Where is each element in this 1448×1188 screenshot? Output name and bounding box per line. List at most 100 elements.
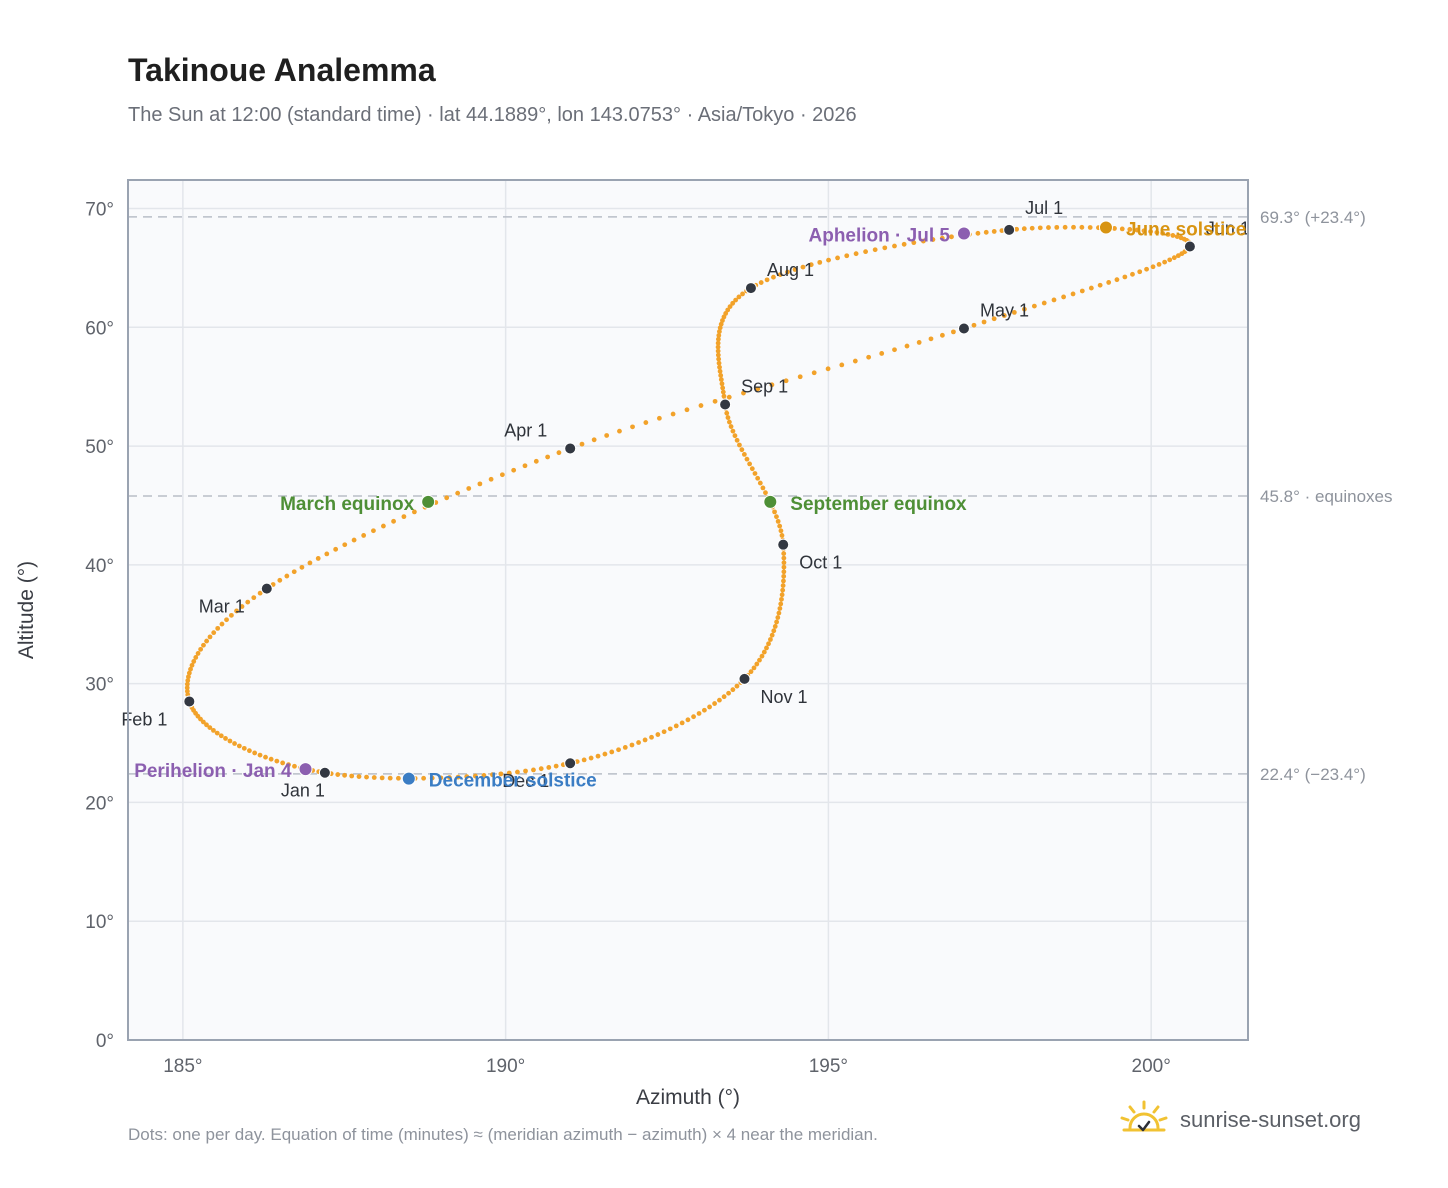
daily-dot (545, 454, 551, 460)
daily-dot (1021, 226, 1027, 232)
daily-dot (498, 771, 504, 777)
sep-1-marker (719, 398, 732, 411)
daily-dot (1037, 225, 1043, 231)
daily-dot (759, 653, 765, 659)
daily-dot (1070, 291, 1076, 297)
daily-dot (740, 291, 745, 297)
may-1-label: May 1 (980, 300, 1029, 320)
daily-dot (1150, 264, 1156, 270)
daily-dot (826, 257, 831, 263)
daily-dot (284, 573, 290, 579)
daily-dot (781, 555, 787, 561)
june-solstice-label: June solstice (1126, 220, 1246, 241)
y-tick-label: 20° (85, 793, 114, 814)
daily-dot (772, 509, 777, 515)
daily-dot (774, 514, 779, 520)
march-equinox-label: March equinox (280, 494, 415, 515)
daily-dot (239, 604, 245, 609)
jul-1-marker (1003, 223, 1016, 236)
daily-dot (649, 734, 654, 740)
daily-dot (939, 332, 945, 338)
daily-dot (207, 725, 213, 731)
daily-dot (1141, 228, 1147, 234)
daily-dot (342, 772, 347, 778)
daily-dot (1130, 271, 1135, 277)
daily-dot (1079, 224, 1085, 230)
daily-dot (951, 329, 956, 335)
daily-dot (553, 763, 559, 769)
daily-dot (781, 560, 787, 566)
brand[interactable]: sunrise-sunset.org (1118, 1100, 1361, 1140)
perihelion-jan-4-label: Perihelion · Jan 4 (134, 761, 292, 782)
daily-dot (781, 578, 786, 584)
mar-1-marker (260, 582, 273, 595)
daily-dot (685, 717, 691, 723)
y-tick-label: 70° (85, 200, 114, 221)
daily-dot (515, 769, 520, 775)
daily-dot (726, 690, 731, 696)
daily-dot (361, 533, 367, 538)
daily-dot (761, 649, 767, 655)
jun-1-label: Jun 1 (1206, 219, 1250, 239)
daily-dot (211, 630, 217, 636)
daily-dot (184, 681, 190, 687)
daily-dot (224, 617, 229, 623)
aphelion-jul-5-marker (956, 226, 971, 241)
daily-dot (775, 518, 781, 524)
daily-dot (234, 608, 239, 614)
daily-dot (629, 742, 635, 748)
daily-dot (356, 774, 362, 780)
sep-1-label: Sep 1 (741, 377, 788, 397)
daily-dot (863, 249, 868, 255)
x-axis-label: Azimuth (°) (636, 1086, 740, 1109)
daily-dot (186, 674, 191, 680)
march-equinox-marker (421, 494, 436, 509)
daily-dot (257, 752, 263, 758)
daily-dot (335, 772, 341, 777)
daily-dot (588, 755, 594, 761)
daily-dot (227, 738, 233, 744)
daily-dot (184, 688, 190, 694)
daily-dot (781, 564, 787, 570)
y-axis-label: Altitude (°) (15, 561, 38, 659)
daily-dot (247, 748, 252, 754)
daily-dot (447, 775, 452, 780)
daily-dot (655, 732, 661, 737)
december-solstice-marker (401, 771, 416, 786)
daily-dot (730, 300, 736, 306)
daily-dot (477, 481, 483, 487)
daily-dot (747, 461, 753, 467)
daily-dot (207, 634, 213, 640)
daily-dot (609, 749, 615, 755)
daily-dot (949, 234, 954, 240)
oct-1-label: Oct 1 (799, 553, 842, 573)
daily-dot (757, 657, 762, 663)
daily-dot (781, 573, 787, 579)
daily-dot (930, 237, 936, 242)
daily-dot (204, 722, 209, 728)
perihelion-jan-4-marker (298, 762, 313, 777)
daily-dot (591, 437, 597, 443)
y-tick-label: 60° (85, 318, 114, 339)
daily-dot (506, 770, 512, 776)
daily-dot (387, 775, 393, 781)
daily-dot (579, 441, 585, 447)
daily-dot (777, 272, 783, 277)
daily-dot (777, 606, 783, 611)
daily-dot (779, 596, 784, 602)
daily-dot (481, 773, 487, 778)
jan-1-label: Jan 1 (281, 781, 325, 801)
daily-dot (730, 428, 736, 434)
brand-name: sunrise-sunset.org (1180, 1107, 1361, 1132)
daily-dot (776, 610, 782, 616)
daily-dot (511, 467, 517, 473)
mar-1-label: Mar 1 (199, 597, 245, 617)
daily-dot (581, 757, 587, 763)
daily-dot (741, 452, 747, 457)
daily-dot (241, 745, 247, 751)
daily-dot (780, 583, 786, 588)
reference-line-label: 45.8° · equinoxes (1260, 487, 1393, 506)
daily-dot (1174, 234, 1180, 239)
daily-dot (538, 766, 544, 772)
axis-ticks: 185° 190° 195° 200° 0° 10° 20° 30° 40° 50° 60° 70° (85, 200, 1171, 1077)
